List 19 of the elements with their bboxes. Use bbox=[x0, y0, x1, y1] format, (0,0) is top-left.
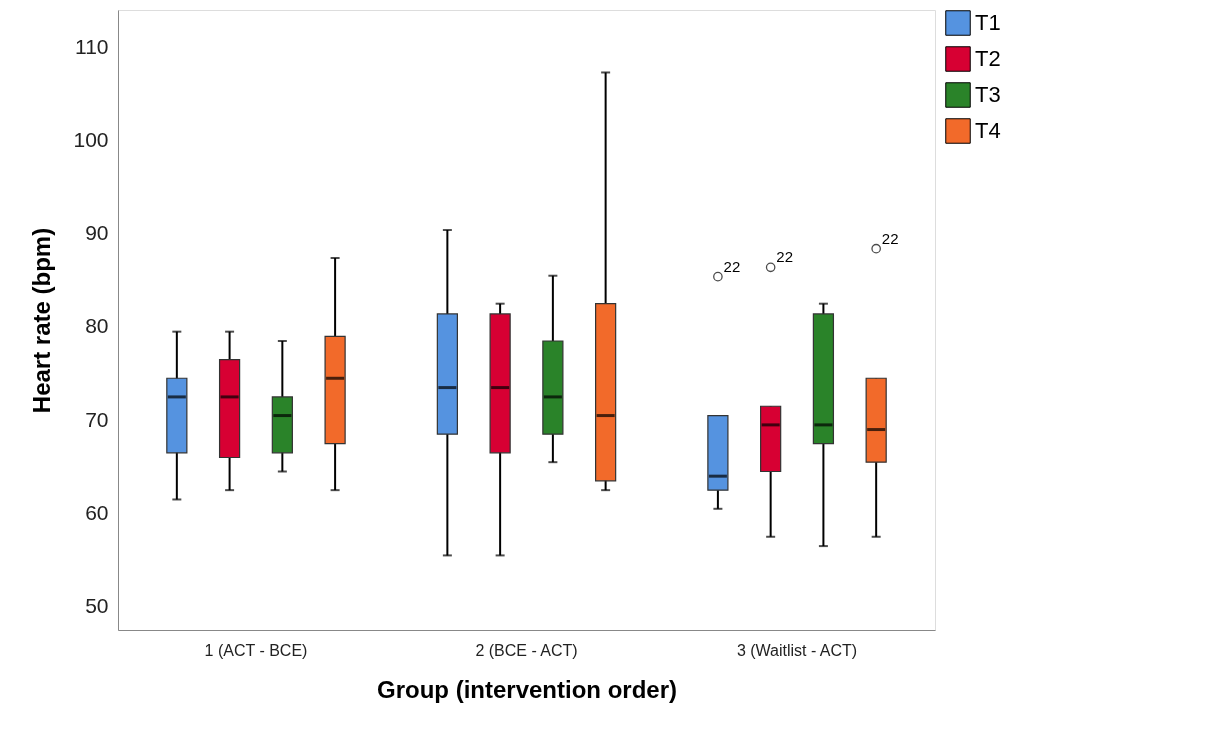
legend-label: T1 bbox=[975, 10, 1001, 35]
legend-label: T4 bbox=[975, 118, 1001, 143]
y-tick-label: 90 bbox=[85, 221, 109, 245]
legend-label: T3 bbox=[975, 82, 1001, 107]
y-tick-label: 110 bbox=[75, 34, 109, 58]
y-axis-title: Heart rate (bpm) bbox=[28, 227, 56, 414]
annotation: 22 bbox=[723, 257, 741, 275]
y-tick-label: 60 bbox=[85, 500, 109, 524]
annotation: 22 bbox=[881, 229, 899, 247]
y-tick-label: 50 bbox=[85, 594, 109, 618]
x-tick-label: 1 (ACT - BCE) bbox=[204, 641, 308, 659]
legend-label: T2 bbox=[975, 46, 1001, 71]
x-tick-label: 2 (BCE - ACT) bbox=[475, 641, 578, 659]
y-tick-label: 80 bbox=[85, 314, 109, 338]
annotation: 22 bbox=[776, 248, 793, 266]
y-tick-label: 70 bbox=[85, 407, 109, 431]
x-tick-label: 3 (Waitlist - ACT) bbox=[736, 641, 858, 659]
y-tick-label: 100 bbox=[73, 128, 109, 152]
x-axis-title: Group (intervention order) bbox=[377, 675, 677, 703]
